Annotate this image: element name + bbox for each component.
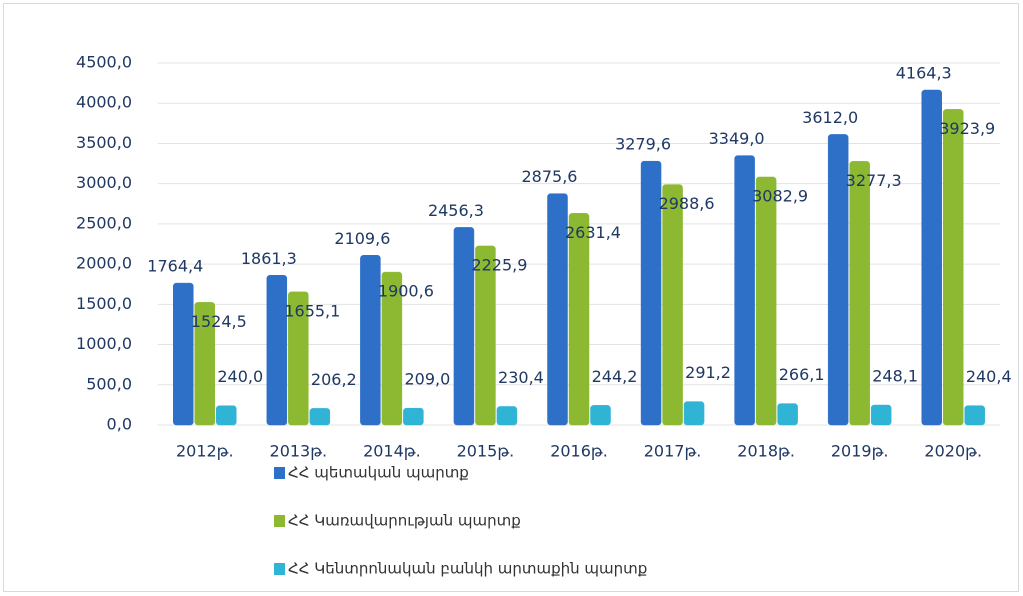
bar xyxy=(827,134,849,426)
y-tick-label: 2000,0 xyxy=(76,254,132,273)
y-tick-label: 500,0 xyxy=(86,374,132,393)
bar xyxy=(734,155,755,426)
bar xyxy=(403,407,424,426)
x-tick-label: 2020թ. xyxy=(924,442,982,461)
x-tick-label: 2013թ. xyxy=(270,442,328,461)
data-label: 248,1 xyxy=(872,367,918,386)
bar xyxy=(360,255,381,426)
data-label: 1524,5 xyxy=(191,312,247,331)
y-tick-label: 4000,0 xyxy=(76,93,132,112)
x-tick-label: 2012թ. xyxy=(176,442,234,461)
chart-frame xyxy=(3,3,1019,592)
data-label: 1655,1 xyxy=(284,301,340,320)
data-label: 4164,3 xyxy=(896,64,952,83)
legend-label: ՀՀ Կենտրոնական բանկի արտաքին պարտք xyxy=(288,560,647,578)
bar xyxy=(590,405,611,426)
bar xyxy=(921,89,942,426)
bar xyxy=(381,271,403,426)
bar xyxy=(309,408,331,426)
bar xyxy=(849,161,870,426)
bar xyxy=(216,405,237,426)
data-label: 2456,3 xyxy=(428,201,484,220)
y-tick-label: 1500,0 xyxy=(76,294,132,313)
data-label: 2875,6 xyxy=(522,167,578,186)
data-label: 2225,9 xyxy=(471,255,527,274)
data-label: 2109,6 xyxy=(334,229,390,248)
data-label: 3349,0 xyxy=(709,129,765,148)
legend-swatch xyxy=(274,467,285,479)
bar xyxy=(266,275,288,426)
y-tick-label: 2500,0 xyxy=(76,213,132,232)
x-tick-label: 2019թ. xyxy=(831,442,889,461)
bar xyxy=(496,406,518,426)
bar xyxy=(453,227,475,426)
data-label: 244,2 xyxy=(592,367,638,386)
legend-label: ՀՀ Կառավարության պարտք xyxy=(288,512,521,530)
bar xyxy=(640,160,662,426)
y-tick-label: 1000,0 xyxy=(76,334,132,353)
y-tick-label: 4500,0 xyxy=(76,53,132,72)
data-label: 240,4 xyxy=(966,367,1012,386)
x-tick-label: 2018թ. xyxy=(737,442,795,461)
data-label: 2988,6 xyxy=(659,194,715,213)
x-tick-label: 2014թ. xyxy=(363,442,421,461)
data-label: 291,2 xyxy=(685,363,731,382)
y-tick-label: 3000,0 xyxy=(76,173,132,192)
data-label: 3923,9 xyxy=(939,119,995,138)
bar xyxy=(173,282,194,426)
bar xyxy=(964,405,985,426)
bar xyxy=(568,213,590,426)
data-label: 209,0 xyxy=(404,370,450,389)
legend-swatch xyxy=(274,515,285,527)
bar xyxy=(777,403,798,426)
legend-swatch xyxy=(274,563,285,575)
x-tick-label: 2017թ. xyxy=(644,442,702,461)
data-label: 1900,6 xyxy=(378,282,434,301)
data-label: 266,1 xyxy=(779,365,825,384)
bar xyxy=(683,401,705,426)
y-tick-label: 3500,0 xyxy=(76,133,132,152)
data-label: 206,2 xyxy=(311,370,357,389)
data-label: 3277,3 xyxy=(846,171,902,190)
data-label: 3279,6 xyxy=(615,135,671,154)
bar xyxy=(288,291,309,426)
bar xyxy=(662,184,683,426)
bar xyxy=(547,193,568,426)
data-label: 2631,4 xyxy=(565,223,621,242)
data-label: 240,0 xyxy=(217,367,263,386)
data-label: 1861,3 xyxy=(241,249,297,268)
x-tick-label: 2016թ. xyxy=(550,442,608,461)
bar xyxy=(755,176,777,426)
bar xyxy=(942,109,964,426)
bar xyxy=(870,404,892,426)
data-label: 3082,9 xyxy=(752,186,808,205)
data-label: 1764,4 xyxy=(147,257,203,276)
y-tick-label: 0,0 xyxy=(107,415,132,434)
bar xyxy=(194,302,216,426)
x-tick-label: 2015թ. xyxy=(457,442,515,461)
data-label: 3612,0 xyxy=(802,108,858,127)
legend-label: ՀՀ պետական պարտք xyxy=(288,464,469,482)
bar xyxy=(475,245,496,426)
data-label: 230,4 xyxy=(498,368,544,387)
